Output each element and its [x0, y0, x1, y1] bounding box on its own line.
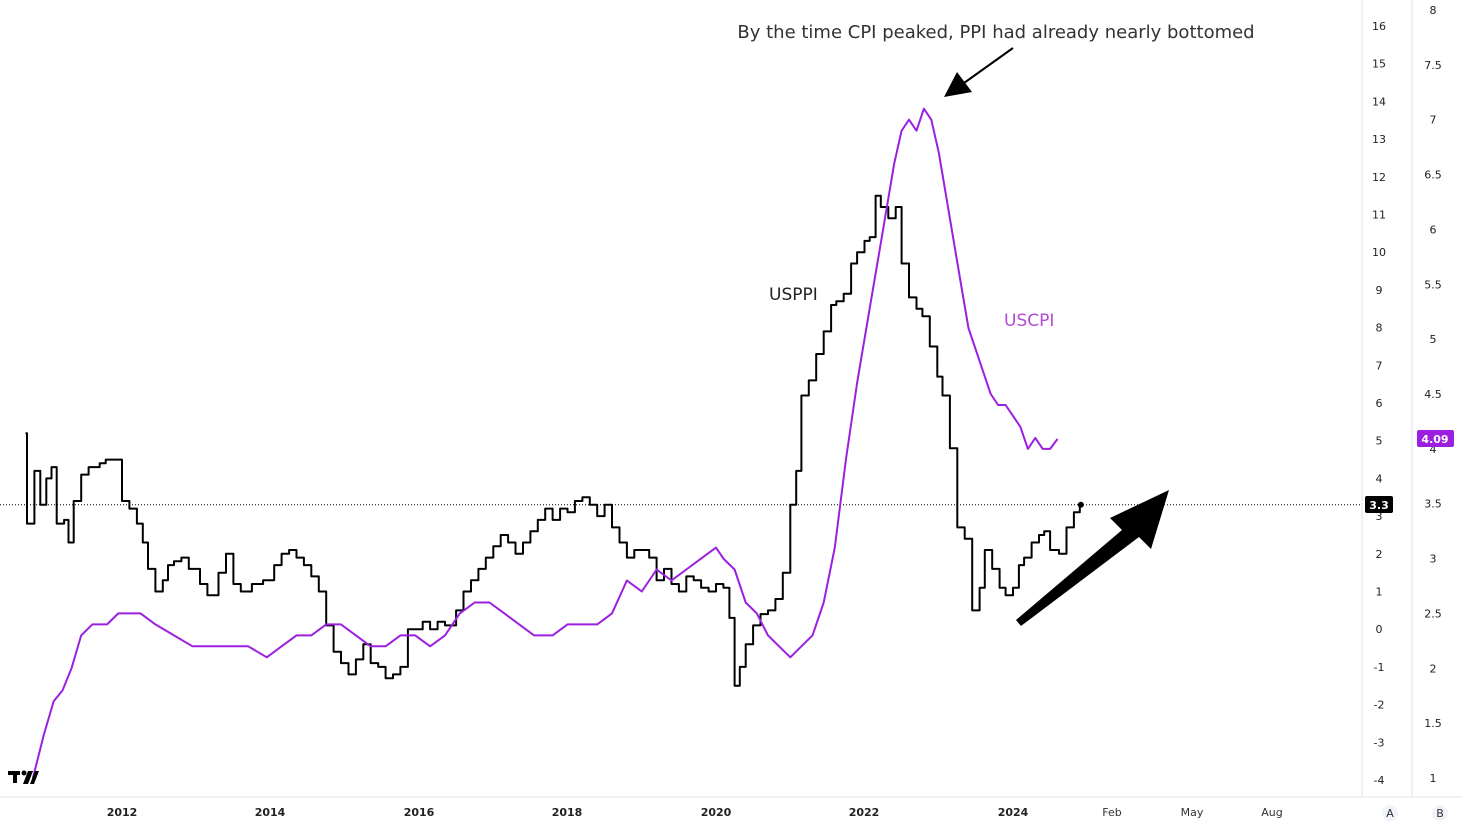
- x-tick-label: 2022: [849, 806, 880, 819]
- right-tick-label: 8: [1430, 4, 1437, 17]
- left-tick-label: -3: [1374, 736, 1385, 749]
- x-tick-label: 2014: [255, 806, 286, 819]
- x-tick-label: 2024: [998, 806, 1029, 819]
- cpi-value-badge: 4.09: [1417, 430, 1454, 447]
- svg-text:4.09: 4.09: [1421, 433, 1448, 446]
- left-tick-label: -2: [1374, 699, 1385, 712]
- x-tick-label: 2012: [107, 806, 138, 819]
- right-tick-label: 1: [1430, 772, 1437, 785]
- usppi-series-line[interactable]: [25, 194, 1081, 687]
- chart-annotation: By the time CPI peaked, PPI had already …: [737, 22, 1254, 43]
- trend-arrow: [1016, 490, 1169, 626]
- right-tick-label: 6: [1430, 223, 1437, 236]
- right-tick-label: 1.5: [1424, 717, 1442, 730]
- x-tick-label: May: [1181, 806, 1204, 819]
- left-tick-label: 7: [1376, 359, 1383, 372]
- peak-arrow: [944, 47, 1014, 97]
- left-tick-label: 6: [1376, 397, 1383, 410]
- left-tick-label: 4: [1376, 472, 1383, 485]
- right-tick-label: 5: [1430, 333, 1437, 346]
- right-tick-label: 4.5: [1424, 388, 1442, 401]
- left-tick-label: 1: [1376, 586, 1383, 599]
- left-tick-label: 14: [1372, 95, 1386, 108]
- right-tick-label: 7: [1430, 114, 1437, 127]
- plot-area[interactable]: [25, 107, 1084, 779]
- right-axis[interactable]: 8 7.5 7 6.5 6 5.5 5 4.5 4 3.5 3 2.5 2 1.5 1: [1424, 4, 1442, 785]
- left-tick-label: 3: [1376, 510, 1383, 523]
- left-tick-label: 8: [1376, 322, 1383, 335]
- x-tick-label: Feb: [1102, 806, 1121, 819]
- scale-a-button[interactable]: A: [1382, 805, 1398, 821]
- x-tick-label: Aug: [1261, 806, 1282, 819]
- uscpi-label: USCPI: [1004, 311, 1054, 331]
- svg-text:3.3: 3.3: [1369, 499, 1389, 512]
- usppi-last-point: [1077, 501, 1084, 508]
- right-tick-label: 2: [1430, 662, 1437, 675]
- left-tick-label: 15: [1372, 58, 1386, 71]
- left-tick-label: 10: [1372, 246, 1386, 259]
- right-tick-label: 6.5: [1424, 169, 1442, 182]
- left-tick-label: 2: [1376, 548, 1383, 561]
- left-tick-label: 5: [1376, 435, 1383, 448]
- left-tick-label: 13: [1372, 133, 1386, 146]
- time-axis[interactable]: 2012 2014 2016 2018 2020 2022 2024 Feb May Aug: [107, 806, 1283, 819]
- x-tick-label: 2020: [701, 806, 732, 819]
- right-tick-label: 3: [1430, 553, 1437, 566]
- left-tick-label: -1: [1374, 661, 1385, 674]
- uscpi-series-line[interactable]: [31, 107, 1059, 779]
- logo-icon: [8, 770, 39, 784]
- left-tick-label: 9: [1376, 284, 1383, 297]
- x-tick-label: 2018: [552, 806, 583, 819]
- usppi-label: USPPI: [769, 285, 818, 305]
- right-tick-label: 4: [1430, 443, 1437, 456]
- left-tick-label: -4: [1374, 774, 1385, 787]
- left-tick-label: 16: [1372, 20, 1386, 33]
- svg-text:A: A: [1386, 807, 1394, 820]
- scale-b-button[interactable]: B: [1432, 805, 1448, 821]
- right-tick-label: 3.5: [1424, 498, 1442, 511]
- ppi-value-badge: 3.3: [1365, 496, 1393, 513]
- right-tick-label: 7.5: [1424, 59, 1442, 72]
- x-tick-label: 2016: [404, 806, 435, 819]
- left-tick-label: 0: [1376, 623, 1383, 636]
- left-tick-label: 12: [1372, 171, 1386, 184]
- right-tick-label: 5.5: [1424, 278, 1442, 291]
- right-tick-label: 2.5: [1424, 607, 1442, 620]
- svg-text:B: B: [1436, 807, 1444, 820]
- left-tick-label: 11: [1372, 209, 1386, 222]
